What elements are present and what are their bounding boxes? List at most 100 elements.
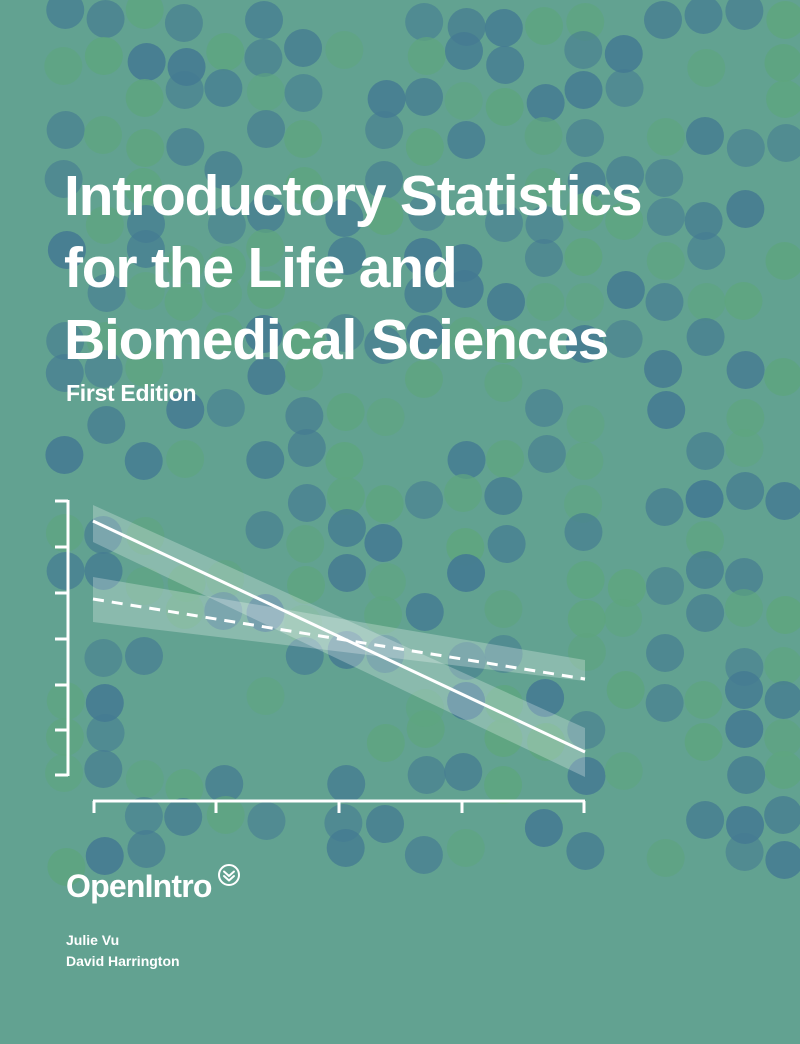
background-dot [404, 238, 443, 276]
background-dot [166, 440, 205, 478]
background-dot [764, 719, 800, 757]
background-dot [165, 769, 204, 807]
background-dot [245, 511, 284, 549]
background-dot [164, 283, 203, 321]
publisher-name: OpenIntro [66, 868, 212, 904]
background-dot [405, 78, 444, 116]
background-dot [604, 599, 643, 637]
background-dot [606, 271, 645, 309]
background-dot [407, 193, 446, 231]
background-dot [246, 229, 285, 267]
background-dot [444, 753, 483, 791]
background-dot [286, 525, 325, 563]
background-dot [84, 639, 123, 677]
background-dot [46, 322, 85, 360]
background-dot [126, 129, 165, 167]
background-dot [764, 358, 800, 396]
background-dot [207, 206, 246, 244]
background-dot [247, 802, 286, 840]
background-dot [365, 197, 404, 235]
background-dot [484, 477, 523, 515]
background-dot [686, 432, 725, 470]
background-dot [565, 283, 604, 321]
background-dot [204, 151, 243, 189]
background-dot [567, 711, 606, 749]
author-name: David Harrington [66, 953, 180, 969]
background-dot [764, 647, 800, 685]
background-dot [125, 79, 164, 117]
background-dot [45, 754, 84, 792]
background-dot [45, 436, 84, 474]
background-dot [645, 488, 684, 526]
background-dot [767, 124, 800, 162]
background-dot [486, 440, 525, 478]
background-dot [646, 242, 685, 280]
background-dot [325, 442, 364, 480]
background-dot [646, 118, 685, 156]
background-dot [284, 353, 323, 391]
background-dot [526, 679, 565, 717]
background-dot [646, 634, 685, 672]
background-dot [44, 160, 83, 198]
background-dot [686, 594, 725, 632]
background-dot [764, 751, 800, 789]
background-dot [646, 839, 685, 877]
background-dot [407, 756, 446, 794]
background-dot [685, 117, 724, 155]
background-dot [565, 442, 604, 480]
background-dot [487, 525, 526, 563]
background-dot [526, 84, 565, 122]
background-dot [486, 46, 525, 84]
background-dot [247, 271, 286, 309]
background-dot [287, 321, 326, 359]
background-dot [206, 33, 245, 71]
background-dot [364, 524, 403, 562]
background-dot [166, 245, 205, 283]
background-dot [365, 161, 404, 199]
background-dot [725, 429, 764, 467]
background-dot [687, 49, 726, 87]
background-dot [527, 723, 566, 761]
edition-label: First Edition [66, 380, 197, 406]
background-dot [524, 168, 563, 206]
background-dot [646, 198, 685, 236]
background-dot [686, 801, 725, 839]
background-dot [524, 239, 563, 277]
background-dot [325, 31, 364, 69]
background-dot [405, 481, 444, 519]
background-dot [125, 637, 164, 675]
background-dot [684, 681, 723, 719]
background-dot [724, 282, 763, 320]
background-dot [606, 156, 645, 194]
dashed-regression-line [92, 597, 586, 681]
background-dot [765, 482, 800, 520]
background-dot [164, 798, 203, 836]
background-dot [206, 389, 245, 427]
background-dot [686, 318, 725, 356]
openintro-logo: OpenIntro [66, 864, 240, 912]
background-dot [645, 684, 684, 722]
background-dot [246, 195, 285, 233]
background-dot [726, 351, 765, 389]
background-dot [644, 350, 683, 388]
background-dot [246, 594, 285, 632]
background-dot [485, 685, 524, 723]
background-dot [46, 552, 85, 590]
background-dot [567, 757, 606, 795]
background-dot [165, 71, 204, 109]
background-dot [567, 162, 606, 200]
background-dot [364, 596, 403, 634]
background-dot [47, 231, 86, 269]
background-dot [685, 551, 724, 589]
background-dot [124, 168, 163, 206]
background-dot [564, 513, 603, 551]
background-dot [205, 315, 244, 353]
background-dot [484, 766, 523, 804]
background-dot [685, 480, 724, 518]
background-dot [327, 554, 366, 592]
background-dot [447, 121, 486, 159]
background-dot [484, 9, 523, 47]
background-dot [126, 517, 165, 555]
